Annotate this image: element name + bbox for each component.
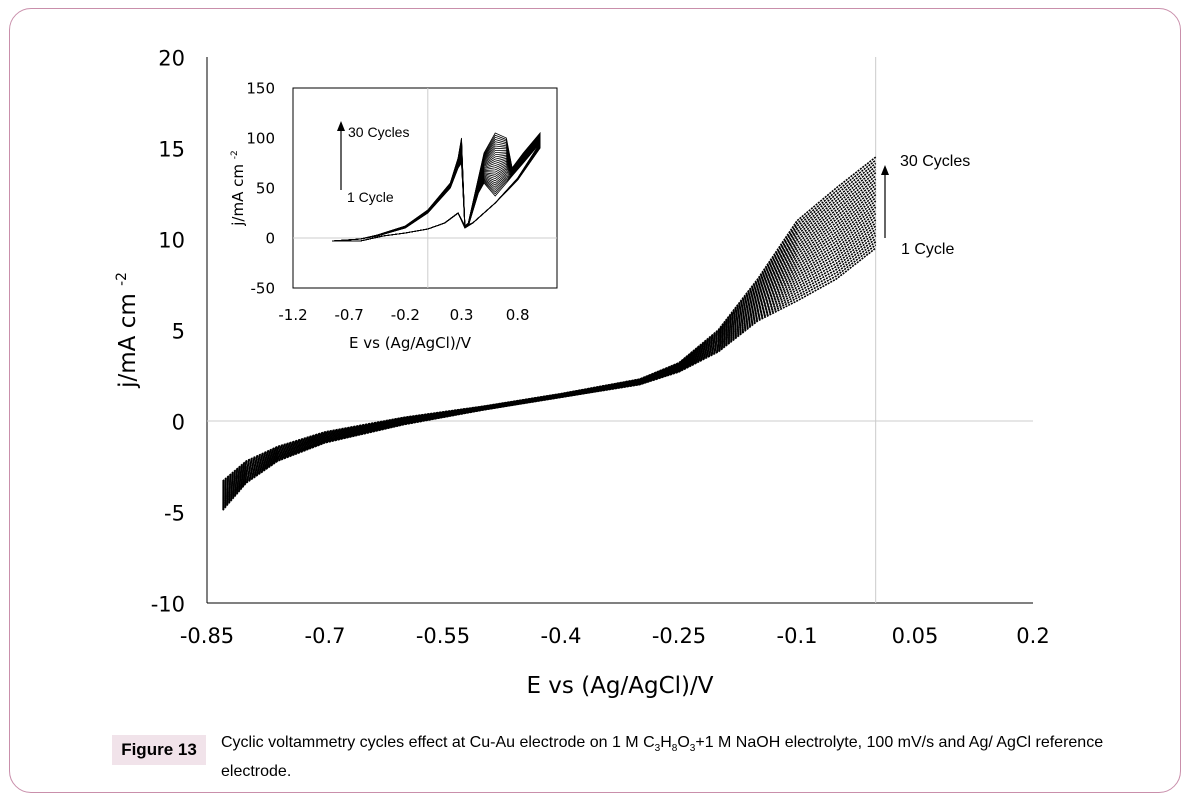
cycle-26-curve bbox=[222, 169, 877, 486]
y-tick-label: 15 bbox=[158, 138, 185, 162]
caption-o: O bbox=[677, 734, 690, 751]
caption-post: +1 M NaOH electrolyte, 100 mV/s and Ag/ … bbox=[221, 734, 1104, 781]
cycle-18-curve bbox=[222, 194, 877, 494]
y-axis-title: j/mA cm -2 bbox=[114, 272, 141, 389]
cycle-9-curve bbox=[222, 222, 877, 503]
cycle-30-curve bbox=[332, 131, 541, 242]
caption-pre: Cyclic voltammetry cycles effect at Cu-A… bbox=[221, 734, 655, 751]
x-tick-label: -0.85 bbox=[180, 624, 234, 648]
sub: 3 bbox=[654, 743, 661, 755]
x-axis-title: E vs (Ag/AgCl)/V bbox=[349, 334, 472, 352]
y-tick-label: -10 bbox=[151, 593, 185, 617]
annotation-1-cycle: 1 Cycle bbox=[347, 189, 394, 205]
cycle-25-curve bbox=[222, 172, 877, 487]
annotation-1-cycle: 1 Cycle bbox=[901, 241, 954, 258]
x-tick-label: -0.7 bbox=[335, 306, 364, 324]
y-tick-label: 5 bbox=[172, 320, 185, 344]
caption-h: H bbox=[660, 734, 672, 751]
inset-plot-area bbox=[292, 87, 558, 289]
y-tick-label: 150 bbox=[246, 80, 275, 98]
y-tick-label: -50 bbox=[251, 280, 276, 298]
x-tick-label: -0.25 bbox=[652, 624, 706, 648]
x-tick-label: -0.2 bbox=[391, 306, 420, 324]
arrow-head-icon bbox=[337, 121, 345, 131]
y-tick-label: 50 bbox=[256, 180, 275, 198]
x-tick-label: -0.1 bbox=[777, 624, 818, 648]
sub: 8 bbox=[671, 743, 678, 755]
y-tick-label: 0 bbox=[265, 230, 275, 248]
y-tick-label: 0 bbox=[172, 411, 185, 435]
cycle-27-curve bbox=[222, 165, 877, 485]
y-tick-label: -5 bbox=[164, 502, 185, 526]
x-tick-label: 0.3 bbox=[450, 306, 474, 324]
cycle-30-curve bbox=[222, 156, 877, 482]
x-tick-label: 0.8 bbox=[506, 306, 530, 324]
x-axis-title: E vs (Ag/AgCl)/V bbox=[526, 673, 713, 699]
y-tick-label: 20 bbox=[158, 47, 185, 71]
arrow-head-icon bbox=[881, 165, 889, 175]
x-tick-label: -1.2 bbox=[278, 306, 307, 324]
figure-frame bbox=[9, 8, 1181, 793]
x-tick-label: -0.55 bbox=[416, 624, 470, 648]
x-tick-label: -0.4 bbox=[541, 624, 582, 648]
x-tick-label: 0.2 bbox=[1016, 624, 1049, 648]
x-tick-label: -0.7 bbox=[305, 624, 346, 648]
figure-label: Figure 13 bbox=[112, 735, 206, 765]
y-axis-title: j/mA cm -2 bbox=[229, 150, 247, 226]
annotation-30-cycles: 30 Cycles bbox=[348, 124, 409, 140]
sub: 3 bbox=[689, 743, 696, 755]
annotation-30-cycles: 30 Cycles bbox=[900, 153, 970, 170]
figure-caption: Cyclic voltammetry cycles effect at Cu-A… bbox=[221, 731, 1121, 783]
y-tick-label: 10 bbox=[158, 229, 185, 253]
cycle-17-curve bbox=[222, 197, 877, 495]
x-tick-label: 0.05 bbox=[892, 624, 939, 648]
y-tick-label: 100 bbox=[246, 130, 275, 148]
